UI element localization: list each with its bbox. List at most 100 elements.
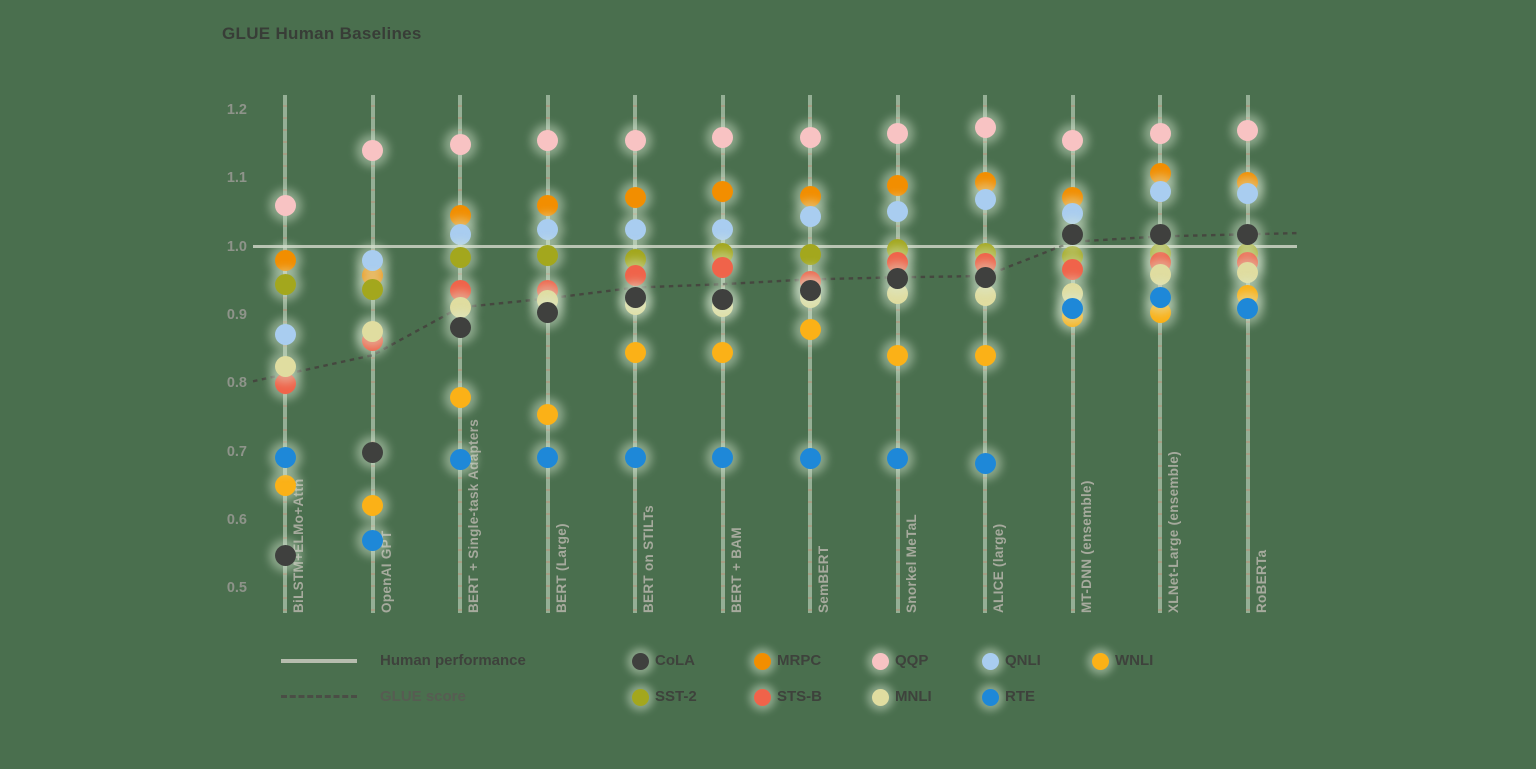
legend-task-label: QQP [895,652,929,669]
column-line [1070,95,1075,613]
data-point-mrpc [449,205,471,227]
data-point-cola [799,279,821,301]
legend-task-label: QNLI [1005,652,1041,669]
data-point-qnli [362,249,383,271]
data-point-cola [624,286,646,308]
data-point-mrpc [1062,186,1083,208]
legend-task-label: MNLI [895,688,932,705]
column-line [458,95,462,613]
data-point-mrpc [537,195,558,217]
column-line [1245,95,1250,613]
data-point-qnli [1149,180,1171,202]
data-point-qnli [799,206,821,228]
data-point-qnli [974,188,996,210]
y-axis-tick-label: 0.6 [226,511,247,528]
data-point-sts-b [887,251,908,273]
data-point-mrpc [624,186,646,208]
data-point-cola [274,544,296,566]
data-point-sst-2 [799,244,821,266]
data-point-wnli [449,387,471,409]
data-point-mnli [449,296,471,318]
data-point-mrpc [1149,163,1171,185]
data-point-wnli [712,341,733,363]
legend-task-label: MRPC [777,652,822,669]
data-point-qqp [537,130,558,152]
data-point-rte [537,447,558,469]
data-point-mnli [974,284,996,306]
data-point-qqp [974,116,996,138]
data-point-qnli [887,201,908,223]
y-axis-tick-label: 1.1 [226,170,247,187]
glue-score-swatch [281,695,357,698]
data-point-sts-b [712,257,733,279]
data-point-qqp [799,126,821,148]
data-point-qqp [1062,130,1083,152]
y-axis-tick-label: 0.8 [226,375,247,392]
y-axis-tick-label: 0.9 [226,306,247,323]
data-point-wnli [887,344,908,366]
column-line [1158,95,1162,613]
y-axis-tick-label: 1.0 [226,238,247,255]
data-point-qqp [712,126,733,148]
data-point-qnli [624,219,646,241]
legend-line-label: Human performance [380,652,526,669]
data-point-rte [974,452,996,474]
data-point-sst-2 [362,279,383,301]
data-point-sts-b [1062,259,1083,281]
legend-dot-mnli [871,688,889,706]
data-point-sst-2 [274,273,296,295]
data-point-cola [887,267,908,289]
legend-line-label: GLUE score [380,688,466,705]
data-point-rte [799,447,821,469]
data-point-sts-b [624,265,646,287]
legend-task-label: CoLA [655,652,695,669]
data-point-mrpc [974,171,996,193]
data-point-rte [362,530,383,552]
legend-dot-rte [981,688,999,706]
data-point-mnli [1149,264,1171,286]
data-point-qqp [362,140,383,162]
data-point-sts-b [449,279,471,301]
chart-title: GLUE Human Baselines [222,24,422,43]
column-line [808,95,812,613]
legend-dot-sst-2 [631,688,649,706]
data-point-qqp [1237,119,1258,141]
legend-task-label: SST-2 [655,688,697,705]
column-line [283,95,287,613]
data-point-wnli [362,494,383,516]
data-point-cola [537,301,558,323]
data-point-qqp [449,133,471,155]
data-point-qnli [449,223,471,245]
data-point-wnli [974,344,996,366]
legend-task-label: STS-B [777,688,822,705]
legend-dot-sts-b [753,688,771,706]
data-point-sst-2 [449,247,471,269]
data-point-cola [449,317,471,339]
data-point-rte [449,449,471,471]
data-point-wnli [274,475,296,497]
data-point-cola [974,266,996,288]
data-point-rte [1237,298,1258,320]
legend-dot-qqp [871,652,889,670]
data-point-mnli [274,355,296,377]
data-point-cola [1149,224,1171,246]
legend-task-label: RTE [1005,688,1035,705]
legend-task-label: WNLI [1115,652,1154,669]
legend-dot-qnli [981,652,999,670]
data-point-mrpc [799,185,821,207]
legend-dot-wnli [1091,652,1109,670]
data-point-mrpc [274,249,296,271]
data-point-rte [1149,286,1171,308]
data-point-sst-2 [537,244,558,266]
data-point-qnli [537,219,558,241]
data-point-rte [1062,297,1083,319]
data-point-sts-b [274,373,296,395]
data-point-mnli [1237,262,1258,284]
data-point-wnli [799,318,821,340]
legend-dot-mrpc [753,652,771,670]
data-point-mrpc [887,174,908,196]
data-point-cola [1237,224,1258,246]
